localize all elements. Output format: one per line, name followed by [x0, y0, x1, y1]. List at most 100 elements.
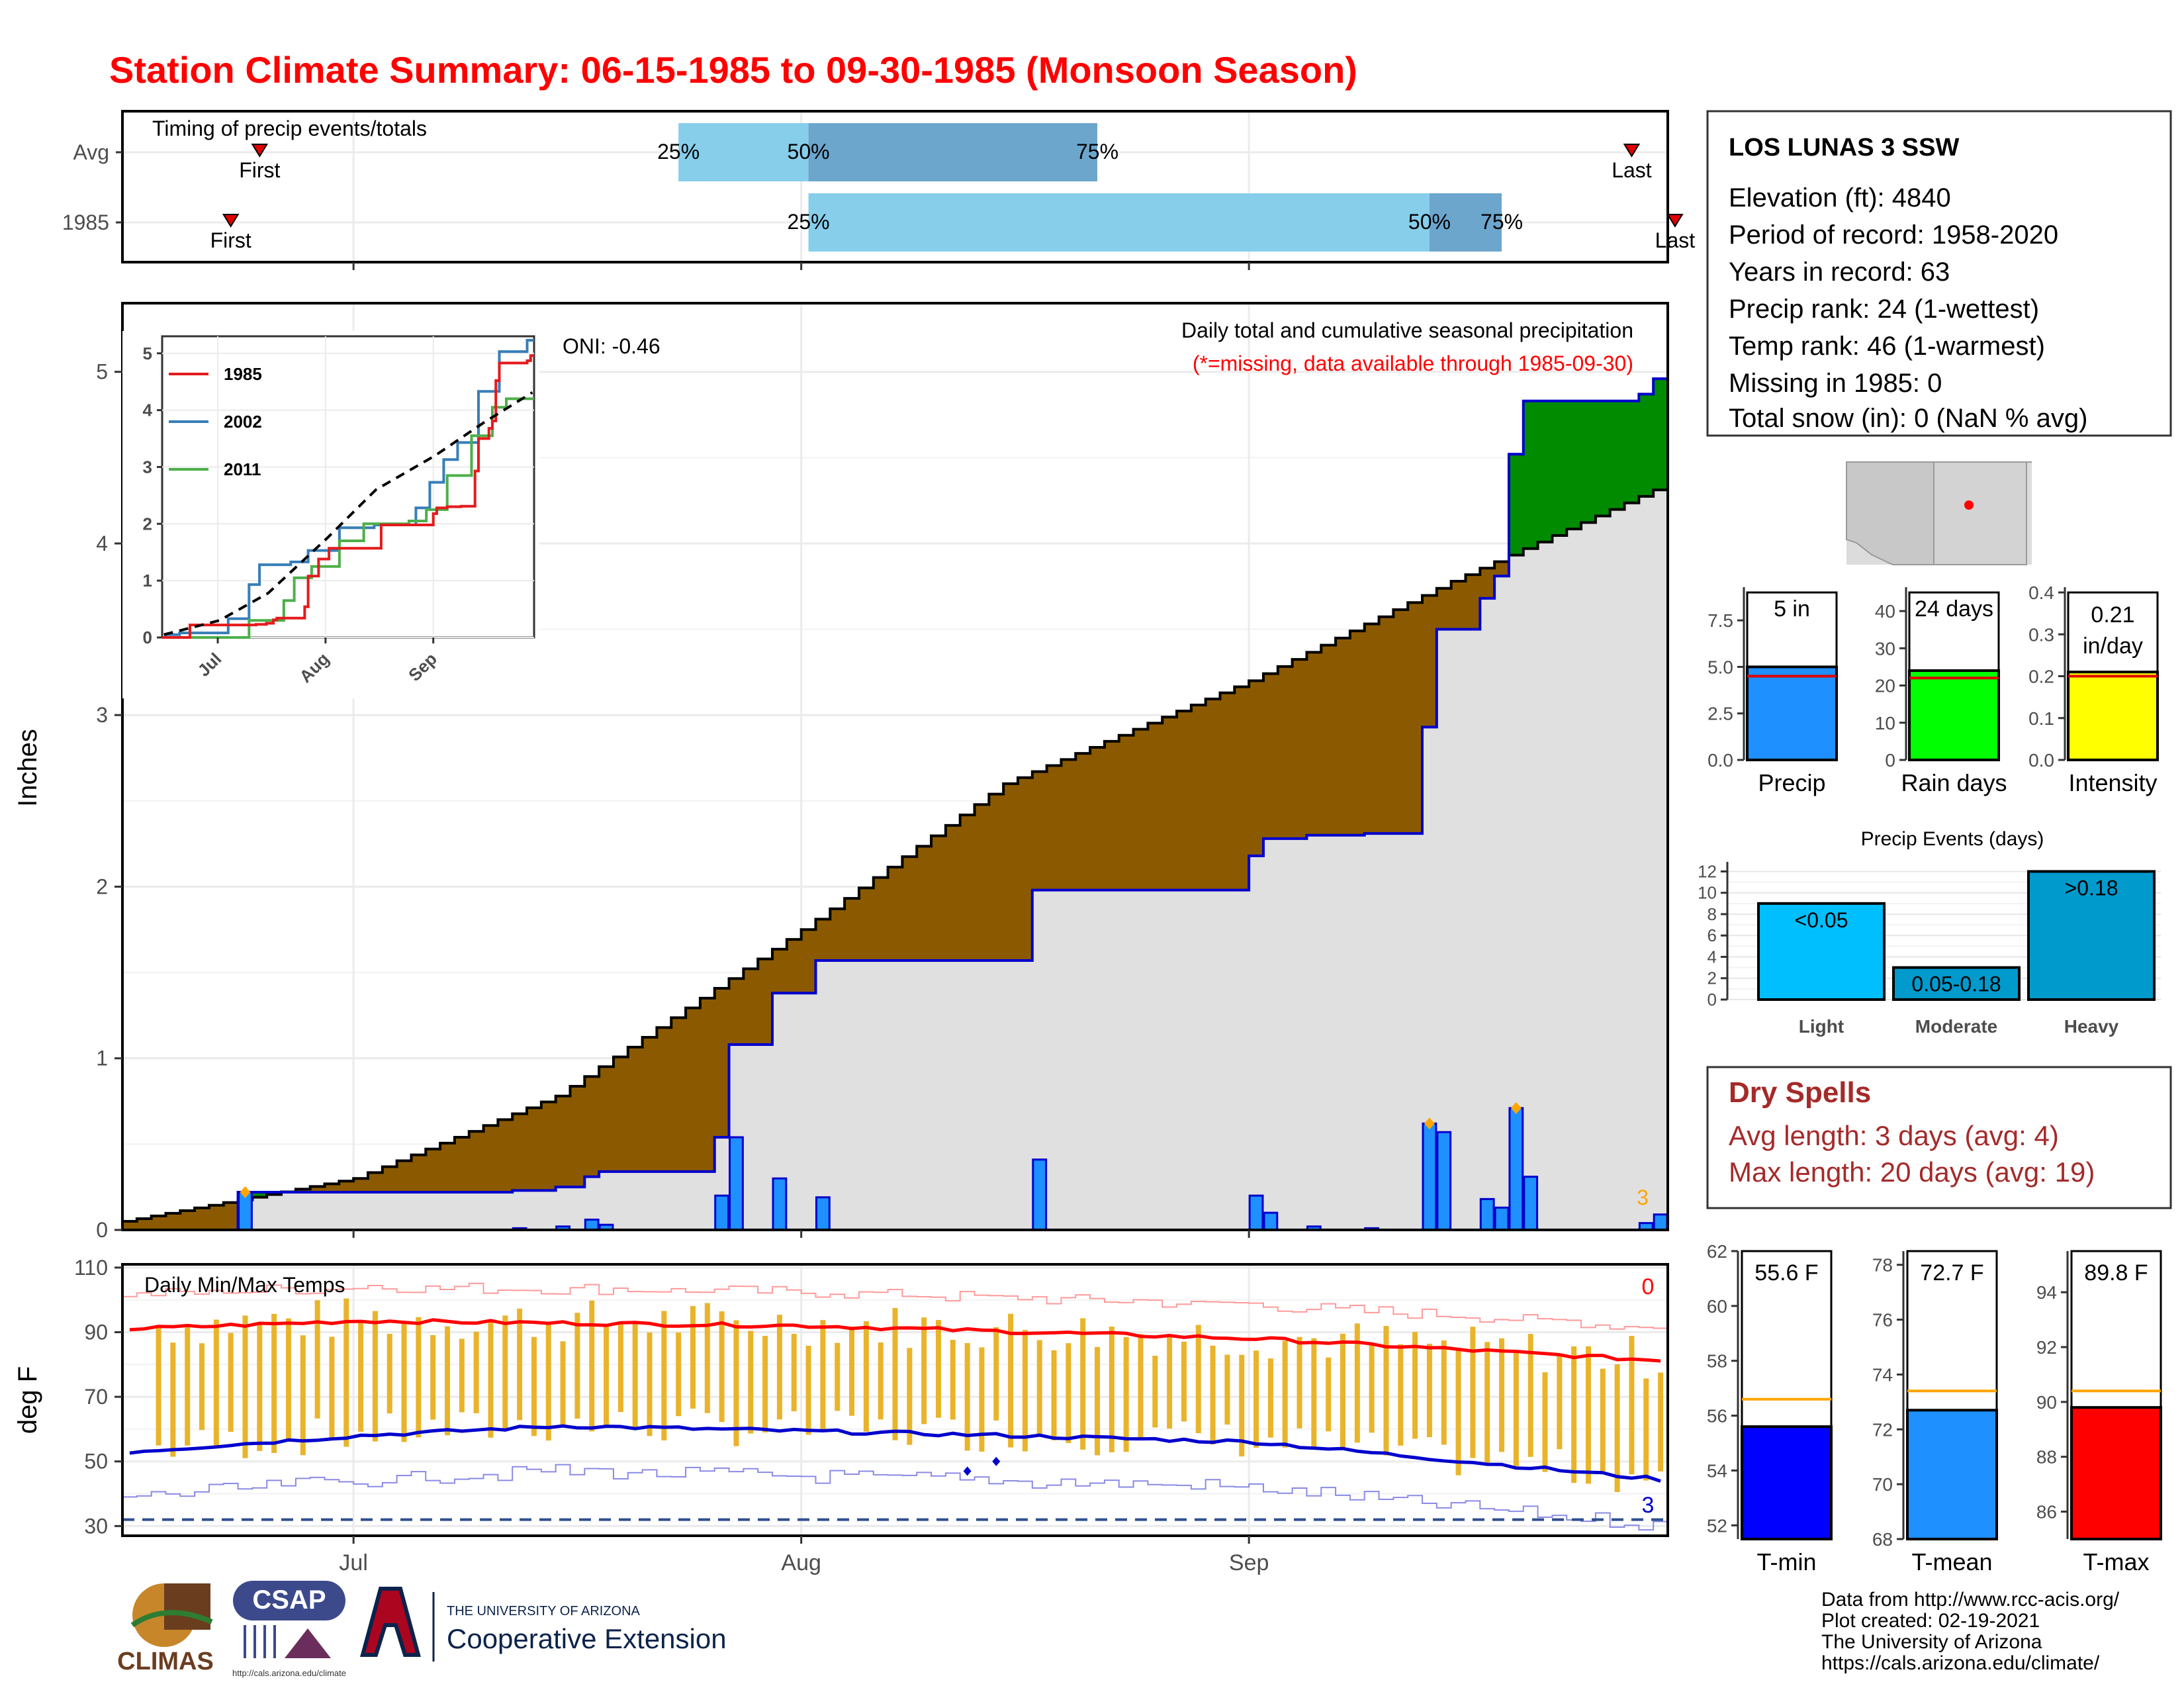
timing-avg-p25-label: 25% [657, 140, 700, 164]
station-line-years: Years in record: 63 [1729, 258, 1950, 287]
daily-temp-bar-77 [1239, 1354, 1245, 1457]
timing-row-label-1: 1985 [62, 211, 109, 234]
daily-temp-bar-103 [1614, 1364, 1620, 1493]
minibar-ytick-label-2-4: 0.4 [2028, 583, 2054, 603]
events-title: Precip Events (days) [1861, 828, 2044, 850]
tempbar-value-label-1: 72.7 F [1920, 1260, 1983, 1286]
daily-temp-bar-37 [661, 1311, 667, 1440]
daily-temp-bar-79 [1267, 1358, 1273, 1438]
daily-temp-bar-6 [213, 1319, 219, 1448]
daily-precip-bar-15 [1436, 1131, 1452, 1231]
daily-temp-bar-97 [1527, 1334, 1533, 1457]
daily-temp-bar-50 [849, 1327, 855, 1416]
events-bar-label-heavy: >0.18 [2065, 876, 2118, 900]
average-tmin-line [129, 1424, 1661, 1483]
daily-temp-bar-20 [416, 1317, 422, 1438]
daily-temp-bar-36 [647, 1332, 653, 1436]
precip-ytick-label-4: 4 [96, 532, 108, 555]
inset-plot-frame [161, 335, 535, 639]
daily-temp-bar-98 [1542, 1372, 1548, 1472]
daily-temp-bar-65 [1066, 1343, 1071, 1444]
daily-temp-bar-95 [1499, 1338, 1505, 1452]
credit-line-4: https://cals.arizona.edu/climate/ [1821, 1652, 2100, 1674]
daily-temp-bar-19 [401, 1321, 407, 1442]
tempbar-ytick-label-0-0: 52 [1707, 1515, 1727, 1536]
daily-temp-bar-7 [228, 1333, 234, 1432]
timing-avg-first-marker [251, 144, 269, 158]
climas-wordmark: CLIMAS [117, 1648, 214, 1675]
daily-temp-bar-4 [185, 1327, 191, 1446]
above-average-surplus-area [122, 379, 1668, 1222]
daily-temp-bar-24 [473, 1331, 479, 1413]
minibar-ytick-label-1-3: 30 [1875, 638, 1895, 659]
daily-precip-bar-14 [1422, 1122, 1437, 1231]
tempbar-ytick-label-1-5: 78 [1872, 1255, 1893, 1276]
daily-temp-bar-10 [271, 1313, 277, 1453]
daily-temp-bar-40 [704, 1303, 710, 1413]
timing-avg-p50-label: 50% [788, 140, 830, 164]
precip-ylabel: Inches [13, 729, 42, 807]
daily-temp-bar-38 [676, 1332, 682, 1417]
tempbar-ytick-label-2-2: 90 [2036, 1392, 2057, 1413]
events-ytick-label-6: 12 [1698, 861, 1717, 881]
daily-temp-bar-93 [1470, 1327, 1476, 1458]
timing-y1985-bar-25-50 [808, 193, 1430, 252]
daily-temp-bar-66 [1080, 1318, 1086, 1450]
inset-ytick-label-1: 1 [143, 571, 152, 590]
temp-ylabel: deg F [13, 1366, 42, 1434]
tempbar-ytick-label-1-1: 70 [1872, 1474, 1893, 1495]
ua-block-a-icon [360, 1587, 421, 1657]
record-max-line [122, 1282, 1668, 1330]
daily-precip-bar-21 [1653, 1213, 1668, 1231]
minibar-ytick-label-0-0: 0.0 [1707, 750, 1733, 771]
record-low-marker-1 [992, 1456, 1001, 1466]
inset-average-line [163, 391, 533, 636]
record-low-marker-0 [963, 1466, 972, 1476]
daily-precip-bar-19 [1523, 1176, 1539, 1231]
daily-temp-bar-26 [502, 1315, 508, 1431]
daily-temp-bar-92 [1455, 1350, 1461, 1476]
daily-temp-bar-5 [199, 1343, 205, 1430]
inset-legend-label-2011: 2011 [224, 459, 261, 479]
minibar-value-unit-2: in/day [2083, 633, 2143, 659]
daily-temp-bar-18 [387, 1333, 392, 1414]
timing-avg-last-label: Last [1612, 158, 1652, 182]
events-category-label-heavy: Heavy [2064, 1016, 2119, 1037]
inset-line-2011 [162, 397, 534, 639]
heavy-event-marker-0 [240, 1186, 251, 1198]
minibar-ytick-label-2-0: 0.0 [2028, 750, 2054, 771]
daily-temp-bar-62 [1022, 1330, 1028, 1452]
station-name: LOS LUNAS 3 SSW [1729, 134, 1959, 162]
daily-precip-bar-7 [772, 1177, 788, 1231]
daily-temp-bar-64 [1051, 1350, 1057, 1440]
inset-legend-label-2002: 2002 [224, 412, 262, 432]
dry-spells-title: Dry Spells [1729, 1076, 1871, 1109]
climas-logo: CLIMAS [117, 1583, 214, 1675]
events-category-label-moderate: Moderate [1915, 1016, 1997, 1037]
tempbar-ytick-label-0-5: 62 [1707, 1241, 1727, 1262]
daily-temp-bar-2 [156, 1326, 161, 1446]
precip-panel: 0 1 2 3 4 5 Daily total and cumulative season… [13, 302, 1669, 1242]
daily-temp-bar-83 [1326, 1357, 1332, 1432]
minibar-ytick-label-0-3: 7.5 [1707, 610, 1733, 631]
daily-precip-bar-18 [1508, 1107, 1524, 1231]
daily-temp-bar-49 [835, 1342, 841, 1411]
timing-avg-bar-25-50 [678, 123, 809, 181]
dry-spells-avg: Avg length: 3 days (avg: 4) [1729, 1120, 2059, 1151]
daily-precip-bar-16 [1479, 1197, 1495, 1231]
minibar-rain-days: 0 10 20 30 40 24 days Rain days [1875, 587, 2007, 796]
station-info-frame [1706, 110, 2172, 437]
tempbar-ytick-label-0-4: 60 [1707, 1296, 1727, 1317]
daily-temp-bar-42 [733, 1320, 739, 1446]
precip-ytick-label-3: 3 [96, 703, 108, 727]
inset-line-1985 [162, 354, 534, 639]
below-average-deficit-area [122, 379, 1668, 1230]
heavy-event-marker-2 [1510, 1102, 1522, 1114]
minibar-value-bar-0 [1746, 665, 1838, 762]
daily-temp-bar-46 [791, 1334, 797, 1411]
dry-spells-frame [1706, 1066, 2172, 1209]
daily-precip-bar-8 [815, 1196, 831, 1231]
logos: CLIMAS CSAP http://cals.arizona.edu/clim… [117, 1581, 727, 1678]
tempbar-t-max: 86 88 90 92 94 89.8 F T-max [2036, 1250, 2162, 1575]
events-category-label-light: Light [1799, 1016, 1844, 1037]
